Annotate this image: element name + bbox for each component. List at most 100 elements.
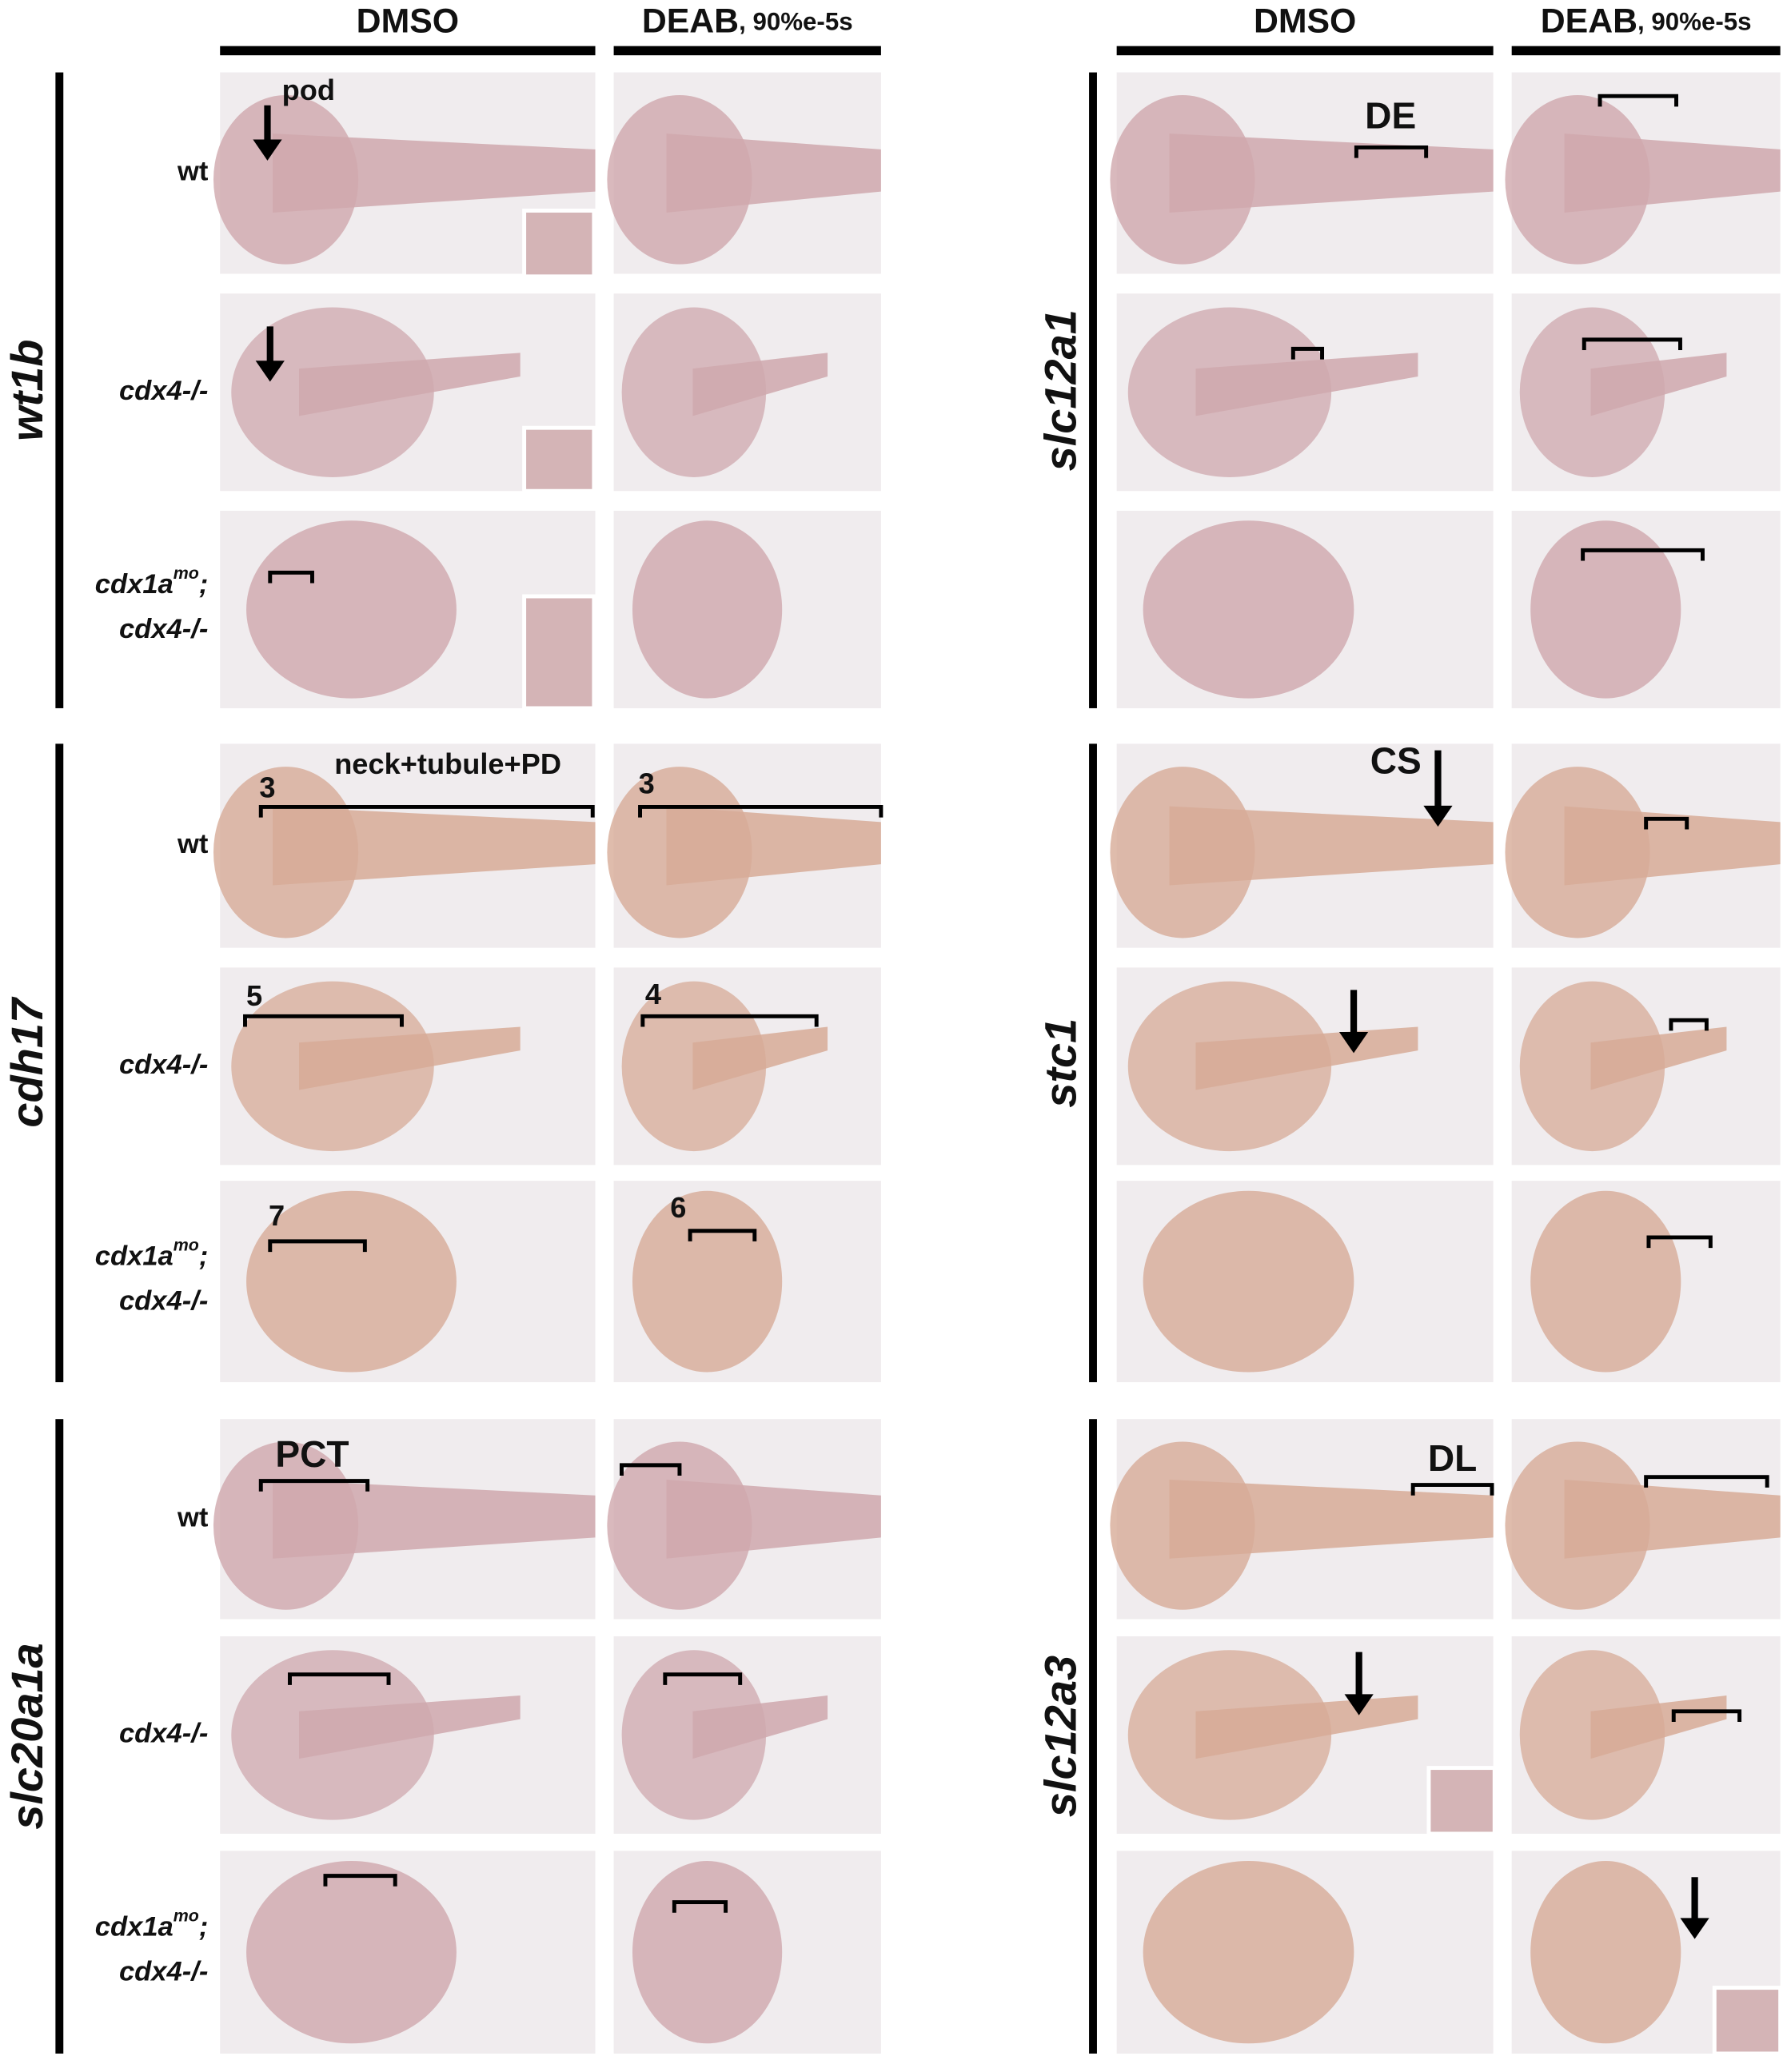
header-bar <box>220 46 596 56</box>
inset <box>1426 1766 1497 1836</box>
row-label: cdx1amo; <box>95 1235 209 1271</box>
embryo-yolk <box>246 1861 457 2044</box>
header-bar <box>1511 46 1781 56</box>
bracket <box>1644 816 1689 830</box>
arrow-head <box>1680 1918 1709 1939</box>
embryo-yolk <box>1519 307 1665 477</box>
header-bar <box>1116 46 1494 56</box>
bracket <box>1598 94 1678 107</box>
embryo-yolk <box>1530 1861 1681 2044</box>
bracket <box>258 804 595 818</box>
arrow-head <box>1344 1694 1374 1715</box>
column-header: DMSO <box>1254 2 1356 41</box>
gene-bar <box>55 72 64 708</box>
embryo-yolk <box>231 981 434 1152</box>
annotation: CS <box>1370 739 1422 781</box>
embryo-yolk <box>246 1190 457 1373</box>
column-header: DEAB, 90%e-5s <box>642 2 853 41</box>
arrow-head <box>1423 805 1453 827</box>
bracket <box>672 1900 728 1913</box>
bracket <box>1644 1475 1769 1488</box>
annotation: 6 <box>670 1191 686 1224</box>
bracket <box>1582 337 1682 351</box>
header-main: DMSO <box>357 2 459 41</box>
header-sub: , 90%e-5s <box>739 8 853 36</box>
bracket <box>1646 1235 1713 1249</box>
annotation: DE <box>1365 94 1416 136</box>
embryo-yolk <box>632 1190 783 1373</box>
embryo-yolk <box>231 1650 434 1820</box>
gene-label: slc20a1a <box>2 1643 52 1829</box>
row-label: wt <box>177 157 209 187</box>
annotation: 3 <box>259 771 275 804</box>
row-label-line2: cdx4-/- <box>119 1286 208 1317</box>
bracket <box>1354 145 1429 158</box>
bracket <box>258 1479 370 1492</box>
embryo-yolk <box>1505 94 1650 265</box>
annotation: 7 <box>269 1199 285 1232</box>
row-label: cdx1amo; <box>95 564 209 600</box>
gene-bar <box>1089 1419 1097 2054</box>
row-sup: mo <box>174 564 199 583</box>
bracket <box>1671 1709 1742 1722</box>
embryo-yolk <box>607 1441 752 1610</box>
embryo-yolk <box>1110 1441 1255 1610</box>
bracket <box>640 1014 819 1027</box>
header-main: DEAB <box>1541 2 1637 41</box>
arrow-head <box>1338 1032 1369 1054</box>
embryo-yolk <box>1519 981 1665 1152</box>
arrow-head <box>255 361 285 382</box>
row-sup: mo <box>174 1906 199 1925</box>
bracket <box>1290 346 1325 360</box>
embryo-yolk <box>632 1861 783 2044</box>
embryo-yolk <box>607 767 752 938</box>
annotation: neck+tubule+PD <box>334 747 561 780</box>
gene-label: cdh17 <box>2 996 52 1128</box>
embryo-yolk <box>1110 767 1255 938</box>
bracket <box>1410 1483 1494 1496</box>
embryo-yolk <box>246 520 457 699</box>
row-label-line2: cdx4-/- <box>119 614 208 644</box>
row-suffix: ; <box>199 1912 209 1942</box>
header-main: DEAB <box>642 2 739 41</box>
header-bar <box>613 46 881 56</box>
gene-bar <box>55 1419 64 2054</box>
arrow-head <box>253 139 282 161</box>
embryo-yolk <box>213 767 359 938</box>
embryo-yolk <box>1505 767 1650 938</box>
gene-label: stc1 <box>1035 1018 1086 1108</box>
bracket <box>288 1672 391 1685</box>
inset <box>1712 1986 1783 2056</box>
embryo-yolk <box>1110 94 1255 265</box>
row-label: wt <box>177 1503 209 1533</box>
bracket <box>1669 1018 1709 1031</box>
bracket <box>268 570 314 584</box>
inset <box>522 594 596 711</box>
row-label: wt <box>177 829 209 859</box>
column-header: DMSO <box>357 2 459 41</box>
gene-bar <box>1089 72 1097 708</box>
embryo-yolk <box>213 94 359 265</box>
embryo-yolk <box>1505 1441 1650 1610</box>
embryo-yolk <box>1127 1650 1332 1820</box>
embryo-yolk <box>621 307 767 477</box>
embryo-yolk <box>1127 307 1332 477</box>
gene-label: slc12a1 <box>1035 309 1086 471</box>
embryo-yolk <box>1127 981 1332 1152</box>
annotation: 4 <box>645 978 661 1010</box>
annotation: 3 <box>639 767 655 800</box>
row-sup: mo <box>174 1235 199 1254</box>
annotation: pod <box>282 74 335 106</box>
bracket <box>620 1463 682 1476</box>
embryo-yolk <box>1519 1650 1665 1820</box>
row-gene: cdx1a <box>95 569 174 600</box>
row-suffix: ; <box>199 569 209 600</box>
row-label: cdx4-/- <box>119 1050 208 1080</box>
annotation: DL <box>1428 1437 1477 1479</box>
inset <box>522 425 596 493</box>
embryo-yolk <box>1143 520 1354 699</box>
bracket <box>268 1239 367 1253</box>
embryo-yolk <box>1143 1861 1354 2044</box>
